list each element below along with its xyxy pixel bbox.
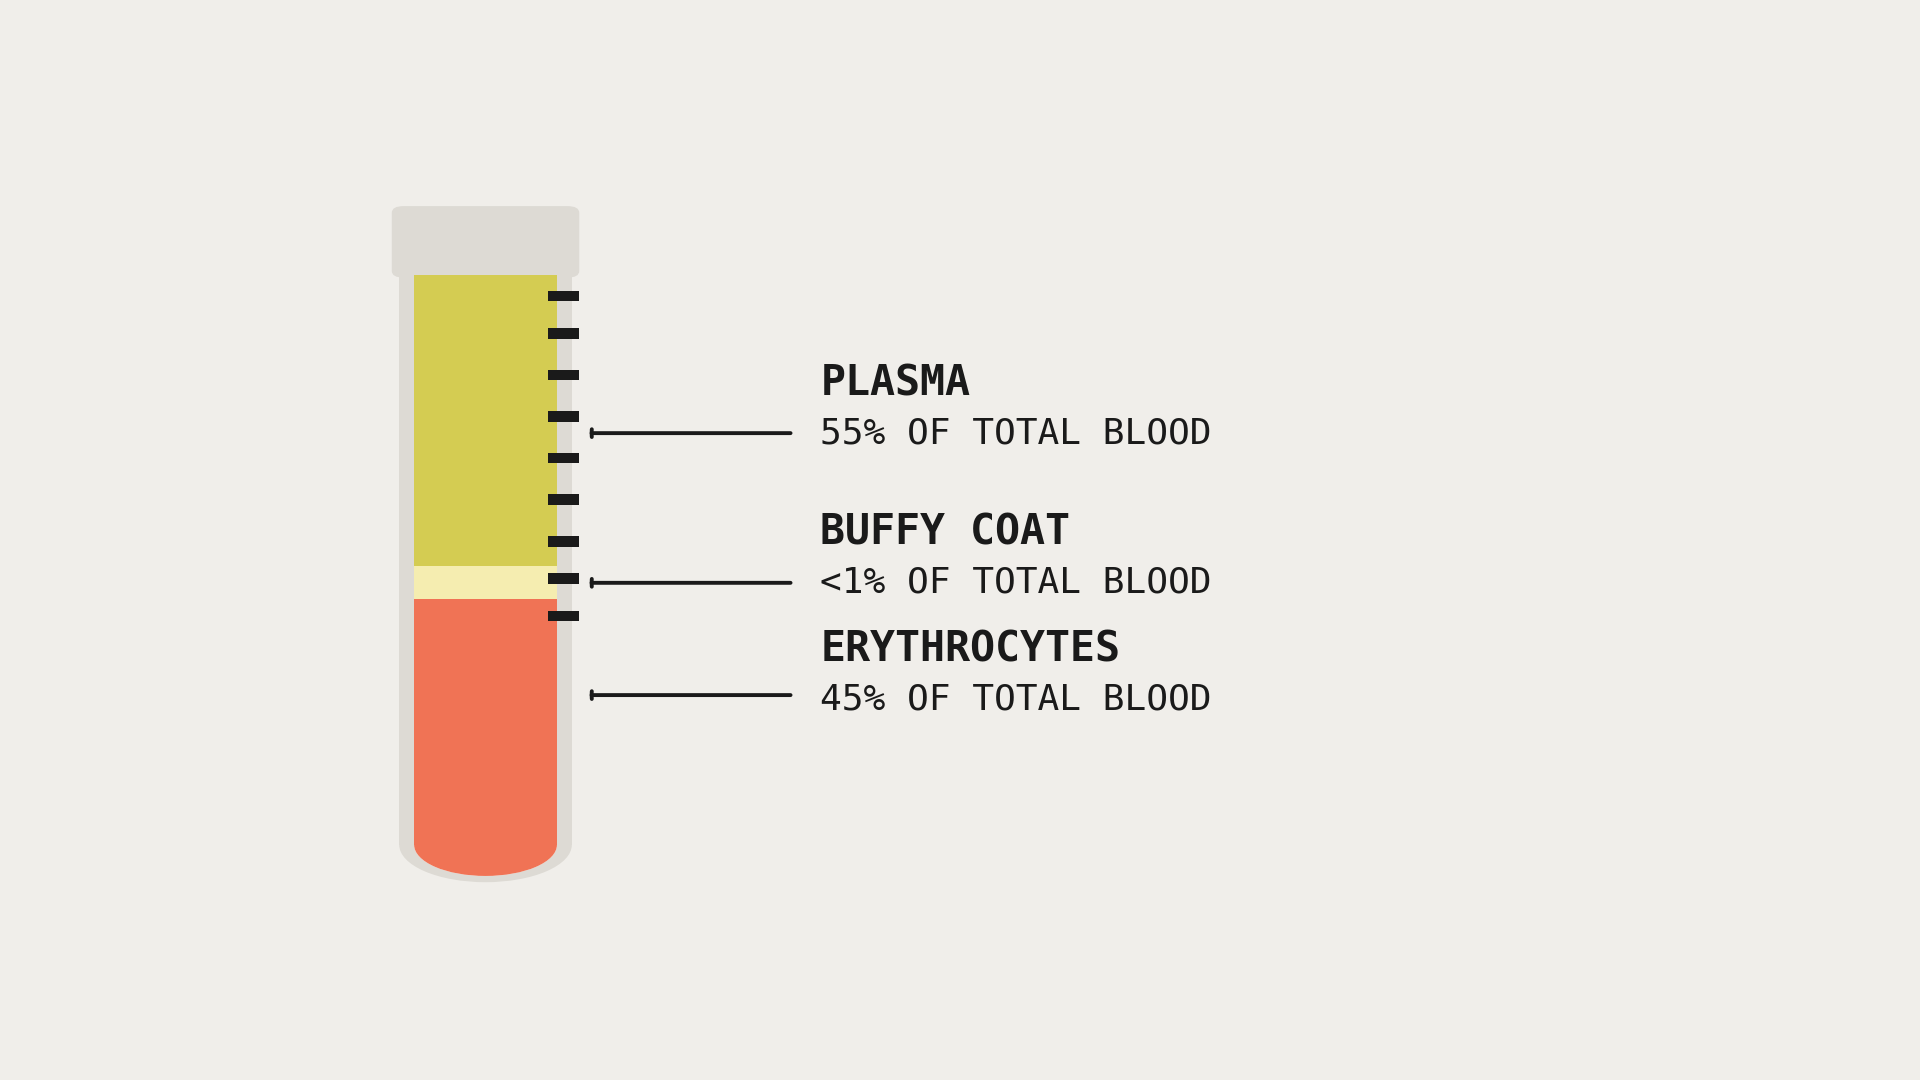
Bar — [547, 573, 580, 584]
Bar — [415, 566, 557, 599]
Bar — [399, 271, 572, 845]
Bar — [547, 610, 580, 621]
Text: ERYTHROCYTES: ERYTHROCYTES — [820, 629, 1121, 671]
Bar — [547, 453, 580, 463]
Text: BUFFY COAT: BUFFY COAT — [820, 512, 1069, 554]
Bar — [415, 275, 557, 566]
Bar — [547, 291, 580, 301]
Bar — [547, 495, 580, 505]
Text: 45% OF TOTAL BLOOD: 45% OF TOTAL BLOOD — [820, 683, 1212, 716]
Text: <1% OF TOTAL BLOOD: <1% OF TOTAL BLOOD — [820, 566, 1212, 599]
Ellipse shape — [399, 808, 572, 882]
Bar — [547, 536, 580, 546]
Bar — [547, 411, 580, 422]
Text: 55% OF TOTAL BLOOD: 55% OF TOTAL BLOOD — [820, 416, 1212, 450]
Bar — [415, 599, 557, 845]
Text: PLASMA: PLASMA — [820, 362, 970, 404]
Ellipse shape — [415, 813, 557, 876]
FancyBboxPatch shape — [392, 206, 580, 278]
Bar — [547, 328, 580, 339]
Bar — [415, 271, 557, 845]
Ellipse shape — [415, 813, 557, 876]
Bar — [547, 369, 580, 380]
